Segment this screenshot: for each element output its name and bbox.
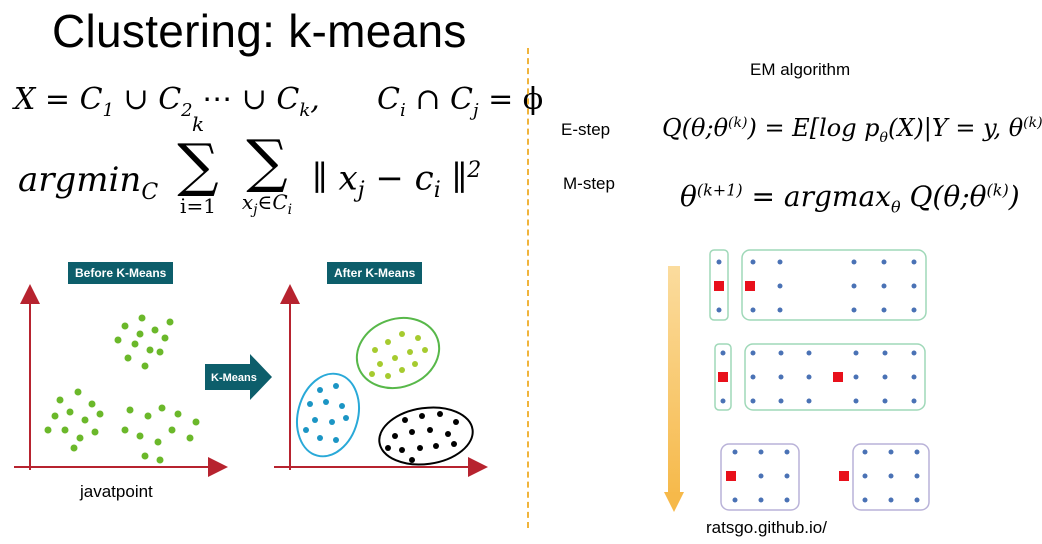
em-algorithm-title: EM algorithm	[750, 60, 851, 79]
unclustered-points	[44, 314, 200, 464]
partition-equation: X = C1 ∪ C2 ⋯ ∪ Ck, Ci ∩ Cj = ϕ	[14, 82, 544, 121]
javatpoint-credit: javatpoint	[80, 482, 153, 501]
kmeans-arrow-icon	[205, 354, 272, 400]
kmeans-arrow-label: K-Means	[211, 372, 257, 384]
iteration-arrow-shaft	[668, 266, 680, 498]
cluster-green-ellipse	[355, 316, 441, 390]
squared-norm: ∥ xj − ci ∥2	[312, 158, 482, 204]
argmin-label: argminC	[18, 160, 159, 205]
kmeans-illustration	[14, 284, 488, 477]
cluster-black-ellipse	[378, 406, 474, 466]
vertical-divider	[527, 48, 529, 528]
sum-over-points: ∑ xj∈Ci	[241, 127, 293, 218]
mstep-label: M-step	[563, 174, 615, 193]
ratsgo-credit: ratsgo.github.io/	[706, 518, 827, 537]
after-kmeans-tag: After K-Means	[327, 262, 423, 284]
mstep-equation: θ(k+1) = argmaxθ Q(θ;θ(k))	[680, 180, 1020, 217]
em-iterations-illustration	[664, 249, 930, 512]
before-kmeans-tag: Before K-Means	[68, 262, 174, 284]
iteration-arrow-icon	[664, 492, 684, 512]
sum-over-clusters: k ∑ i=1	[177, 112, 219, 218]
cluster-blue-ellipse	[296, 372, 360, 458]
slide-title: Clustering: k-means	[52, 5, 467, 57]
estep-label: E-step	[561, 120, 611, 139]
estep-equation: Q(θ;θ(k)) = E[log pθ(X)|Y = y, θ(k)]	[662, 114, 1042, 146]
